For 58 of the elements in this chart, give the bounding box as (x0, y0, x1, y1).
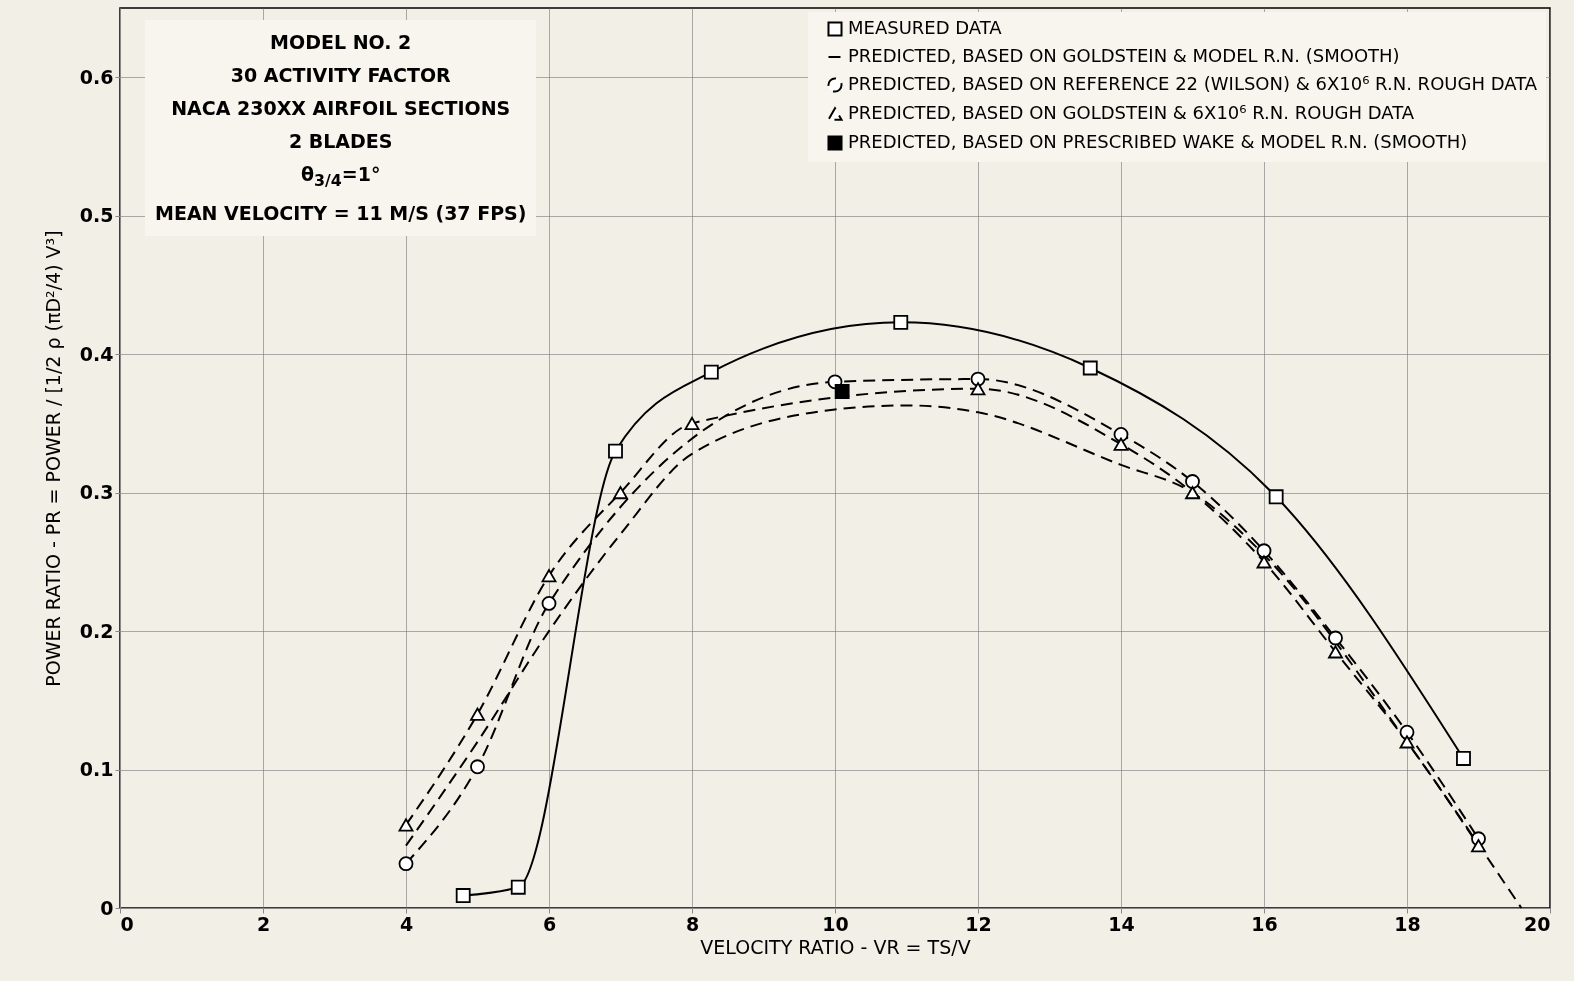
point (398, 818, 414, 832)
x-axis-title: VELOCITY RATIO - VR = TS/V (700, 935, 971, 958)
point (1268, 489, 1284, 505)
point (613, 486, 628, 500)
point (1256, 543, 1272, 559)
point (541, 569, 557, 583)
x-tick-label: 18 (1394, 912, 1421, 935)
annotation: 30 ACTIVITY FACTOR (229, 63, 452, 88)
point (1456, 751, 1471, 766)
legend-label: PREDICTED, BASED ON REFERENCE 22 (WILSON) & 6X10⁶ R.N. ROUGH DATA (848, 73, 1538, 94)
point (893, 314, 909, 330)
point (684, 416, 700, 430)
annotation: MODEL NO. 2 (269, 30, 413, 55)
x-tick-label: 10 (822, 912, 849, 935)
legend-label: PREDICTED, BASED ON GOLDSTEIN & MODEL R.N. (SMOOTH) (848, 45, 1400, 66)
point (455, 888, 471, 903)
point (1113, 427, 1129, 442)
x-tick-label: 4 (399, 912, 414, 935)
point (608, 443, 623, 459)
y-tick-label: 0.6 (79, 65, 114, 88)
x-tick-label: 2 (256, 912, 271, 935)
y-tick-label: 0.1 (79, 758, 114, 781)
point (1328, 645, 1343, 659)
y-axis-title: POWER RATIO - PR = POWER / [1/2 ρ (πD²/4) V³] (41, 230, 64, 687)
y-tick-label: 0.4 (79, 342, 114, 365)
legend-label: MEASURED DATA (848, 17, 1003, 38)
x-tick-label: 14 (1108, 912, 1135, 935)
annotation: 2 BLADES (287, 129, 394, 154)
x-tick-label: 0 (120, 912, 134, 935)
point (1113, 437, 1129, 451)
x-tick-label: 12 (965, 912, 992, 935)
point (1256, 555, 1272, 569)
point (470, 707, 485, 721)
annotation: θ$_{3/4}$=1° (299, 162, 382, 192)
point (970, 382, 986, 396)
point (703, 364, 719, 380)
point (398, 856, 414, 872)
legend-label: PREDICTED, BASED ON PRESCRIBED WAKE & MODEL R.N. (SMOOTH) (848, 131, 1468, 152)
point (1328, 630, 1343, 646)
annotation: NACA 230XX AIRFOIL SECTIONS (170, 96, 512, 121)
y-tick-label: 0.5 (79, 204, 114, 227)
x-tick-label: 8 (685, 912, 700, 935)
y-tick-label: 0.3 (79, 481, 114, 504)
legend-label: PREDICTED, BASED ON GOLDSTEIN & 6X10⁶ R.N. ROUGH DATA (848, 102, 1415, 123)
point (1185, 474, 1200, 489)
x-tick-label: 20 (1524, 912, 1551, 935)
y-tick-label: 0.2 (79, 619, 114, 642)
point (834, 384, 850, 399)
x-tick-label: 6 (542, 912, 557, 935)
point (470, 759, 485, 775)
x-tick-label: 16 (1251, 912, 1278, 935)
y-tick-label: 0 (100, 896, 114, 919)
point (541, 595, 557, 611)
point (970, 371, 986, 387)
point (510, 879, 526, 895)
point (1082, 360, 1098, 376)
point (1471, 839, 1486, 853)
annotation: MEAN VELOCITY = 11 M/S (37 FPS) (155, 200, 527, 226)
